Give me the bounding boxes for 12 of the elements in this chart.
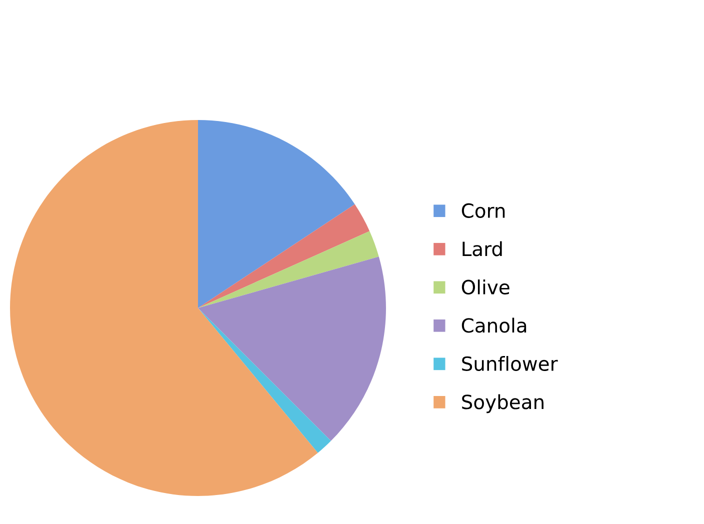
- pie-slice: [198, 256, 386, 441]
- legend-label: Soybean: [462, 394, 544, 414]
- legend-label: Corn: [462, 203, 505, 218]
- legend-label: Olive: [462, 279, 510, 295]
- legend-label: Lard: [462, 241, 502, 256]
- legend-label: Sunflower: [462, 356, 558, 372]
- pie-slice: [198, 231, 379, 308]
- legend-label: Canola: [462, 318, 526, 333]
- pie-slice: [198, 120, 355, 308]
- pie-slice: [10, 120, 318, 496]
- pie-slice: [198, 204, 370, 308]
- pie-slice: [198, 308, 331, 453]
